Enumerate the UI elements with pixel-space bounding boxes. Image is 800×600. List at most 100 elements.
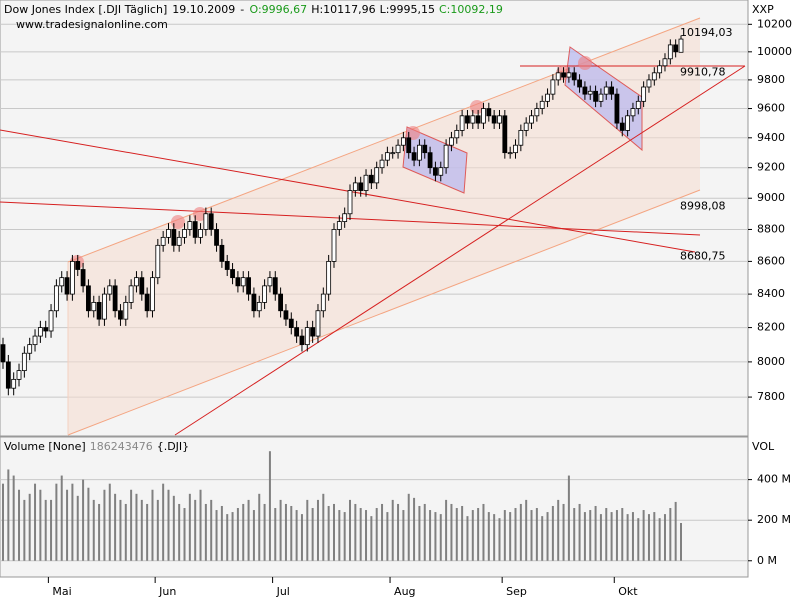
y-tick-label: 8600 <box>757 254 785 267</box>
volume-bar <box>98 503 101 561</box>
candle-body <box>422 144 428 154</box>
candle-body <box>406 137 412 154</box>
level-label: 8680,75 <box>680 249 726 262</box>
candle-body <box>91 301 97 312</box>
open-label: O:9996,67 <box>250 3 308 16</box>
volume-bar <box>183 508 186 561</box>
volume-bar <box>18 489 21 561</box>
volume-bar <box>498 518 501 561</box>
volume-bar <box>39 489 42 561</box>
y-tick-label: 9200 <box>757 161 785 174</box>
volume-bar <box>210 499 213 561</box>
volume-bar <box>82 479 85 561</box>
volume-bar <box>130 489 133 561</box>
volume-bar <box>349 499 352 561</box>
y-tick-label: 8400 <box>757 287 785 300</box>
candle-body <box>102 293 107 320</box>
candle-body <box>310 327 316 337</box>
channel-area <box>68 18 700 435</box>
candle-body <box>118 310 123 320</box>
candle-body <box>251 293 257 312</box>
volume-bar <box>178 503 181 561</box>
volume-bar <box>658 518 661 561</box>
volume-bar <box>615 510 618 561</box>
volume-bar <box>605 508 608 561</box>
volume-bar <box>103 489 106 561</box>
candle-body <box>417 144 422 161</box>
candle-body <box>491 115 497 124</box>
candle-body <box>304 327 310 346</box>
candle-body <box>641 86 647 102</box>
candle-body <box>566 72 572 78</box>
y-tick-label: 8800 <box>757 222 785 235</box>
candle-body <box>497 115 502 124</box>
volume-bar <box>188 493 191 561</box>
volume-bar <box>124 503 127 561</box>
volume-bar <box>397 503 400 561</box>
candle-body <box>433 167 438 176</box>
volume-bar <box>2 483 4 561</box>
y-tick-label: 9800 <box>757 73 785 86</box>
candle-body <box>43 327 49 332</box>
volume-bar <box>167 489 170 561</box>
candle-body <box>288 318 294 328</box>
candle-body <box>619 122 625 131</box>
volume-bar <box>12 475 15 561</box>
candle-body <box>561 72 566 78</box>
volume-bar <box>519 503 522 561</box>
volume-bar <box>7 469 10 561</box>
candle-body <box>400 137 406 146</box>
candle-body <box>459 115 465 131</box>
volume-bar <box>76 495 79 561</box>
candle-body <box>358 182 364 191</box>
candle-body <box>614 93 620 124</box>
volume-bar <box>60 475 63 561</box>
candle-body <box>37 327 43 337</box>
candle-body <box>128 285 134 303</box>
candle-body <box>363 174 369 191</box>
watermark: www.tradesignalonline.com <box>16 18 168 31</box>
candle-body <box>342 213 348 222</box>
candle-body <box>182 229 187 238</box>
volume-bar <box>413 497 416 561</box>
volume-bar <box>252 510 255 561</box>
volume-bar <box>220 505 223 561</box>
volume-bar <box>204 503 207 561</box>
volume-header: Volume [None] 186243476 {.DJI} <box>4 440 189 453</box>
candle-body <box>582 86 588 95</box>
volume-bar <box>407 493 410 561</box>
candle-body <box>374 167 380 184</box>
candle-body <box>523 122 529 131</box>
volume-bar <box>557 499 560 561</box>
candle-body <box>176 236 182 246</box>
x-tick-label: Sep <box>506 585 527 598</box>
volume-bar <box>680 522 682 561</box>
volume-bar <box>402 510 405 561</box>
volume-bar <box>669 508 672 561</box>
marker <box>171 215 185 229</box>
candle-body <box>246 277 251 295</box>
volume-bar <box>279 499 282 561</box>
volume-bar <box>226 514 229 561</box>
volume-bar <box>146 503 149 561</box>
candle-body <box>331 229 337 262</box>
volume-bar <box>642 510 645 561</box>
volume-bar <box>461 505 464 561</box>
volume-bar <box>626 514 629 561</box>
candle-body <box>593 90 598 102</box>
candle-body <box>539 100 545 109</box>
candle-body <box>635 100 641 109</box>
candle-body <box>107 285 113 295</box>
candle-body <box>166 229 171 238</box>
x-tick-label: Jun <box>158 585 176 598</box>
y-axis-label: XXP <box>752 3 774 16</box>
candle-body <box>70 261 75 295</box>
volume-title: Volume [None] <box>4 440 86 453</box>
volume-bar <box>162 483 165 561</box>
y-tick-label: 10200 <box>757 17 792 30</box>
volume-bar <box>71 483 74 561</box>
candle-body <box>646 79 652 88</box>
support-line <box>174 65 746 436</box>
volume-bar <box>332 503 335 561</box>
candle-body <box>427 152 433 169</box>
